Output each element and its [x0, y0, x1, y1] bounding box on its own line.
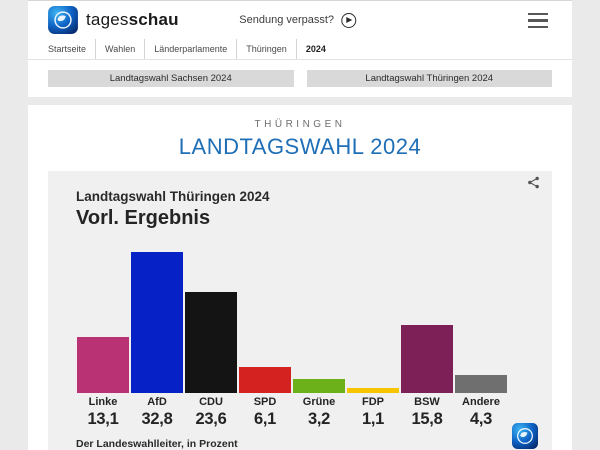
bar-column — [293, 379, 345, 393]
site-header: tagesschau Sendung verpasst? Startseite W… — [28, 0, 572, 97]
chart-subtitle: Vorl. Ergebnis — [76, 207, 211, 229]
tagesschau-globe-icon — [48, 6, 78, 34]
party-label: Linke — [88, 396, 118, 408]
breadcrumb-item[interactable]: 2024 — [295, 39, 335, 59]
sendung-verpasst-link[interactable]: Sendung verpasst? — [239, 12, 357, 28]
bar-chart-category-labels: Linke AfD CDU SPD Grüne FDP BSW Andere — [77, 393, 507, 408]
breadcrumb: Startseite Wahlen Länderparlamente Thüringe… — [28, 39, 572, 60]
play-icon[interactable] — [341, 12, 357, 28]
party-label: AfD — [147, 396, 167, 408]
party-value: 4,3 — [469, 410, 493, 428]
chart-source: Der Landeswahlleiter, in Prozent — [76, 438, 238, 450]
brand-wordmark: tagesschau — [86, 10, 179, 29]
party-value: 13,1 — [87, 410, 119, 428]
bar-column — [185, 291, 237, 393]
bar-bsw — [401, 325, 453, 393]
party-label: SPD — [253, 396, 277, 408]
party-value: 6,1 — [253, 410, 277, 428]
button-landtagswahl-sachsen[interactable]: Landtagswahl Sachsen 2024 — [48, 70, 294, 87]
bar-column — [77, 336, 129, 393]
bar-chart-value-labels: 13,1 32,8 23,6 6,1 3,2 1,1 15,8 4,3 — [77, 408, 507, 429]
share-icon[interactable] — [527, 176, 540, 189]
bar-fdp — [347, 388, 399, 393]
bar-column — [455, 374, 507, 393]
breadcrumb-item[interactable]: Länderparlamente — [144, 39, 236, 59]
party-label: BSW — [414, 396, 440, 408]
hamburger-menu-icon[interactable] — [528, 13, 548, 28]
chart-title: Landtagswahl Thüringen 2024 — [76, 189, 270, 204]
party-label: CDU — [199, 396, 223, 408]
party-label: Andere — [462, 396, 500, 408]
breadcrumb-item[interactable]: Wahlen — [95, 39, 144, 59]
sendung-verpasst-label: Sendung verpasst? — [239, 14, 335, 26]
tagesschau-watermark-icon — [512, 423, 538, 449]
bar-column — [347, 388, 399, 393]
bar-spd — [239, 366, 291, 393]
tagesschau-logo[interactable]: tagesschau — [48, 6, 179, 34]
breadcrumb-item[interactable]: Startseite — [48, 44, 87, 54]
page-title: LANDTAGSWAHL 2024 — [178, 134, 422, 159]
party-value: 23,6 — [195, 410, 227, 428]
bar-cdu — [185, 291, 237, 393]
results-chart-panel: Landtagswahl Thüringen 2024 Vorl. Ergebn… — [48, 171, 552, 450]
breadcrumb-item[interactable]: Thüringen — [236, 39, 296, 59]
party-value: 32,8 — [141, 410, 173, 428]
bar-column — [239, 366, 291, 393]
button-landtagswahl-thueringen[interactable]: Landtagswahl Thüringen 2024 — [306, 70, 552, 87]
bar-grüne — [293, 379, 345, 393]
region-kicker: THÜRINGEN — [254, 119, 346, 130]
party-value: 1,1 — [361, 410, 385, 428]
bar-chart — [77, 243, 507, 393]
election-nav-buttons: Landtagswahl Sachsen 2024 Landtagswahl T… — [28, 60, 572, 97]
bar-column — [131, 251, 183, 393]
bar-linke — [77, 336, 129, 393]
party-label: Grüne — [302, 396, 336, 408]
bar-afd — [131, 251, 183, 393]
bar-andere — [455, 374, 507, 393]
bar-column — [401, 325, 453, 393]
party-value: 15,8 — [411, 410, 443, 428]
party-label: FDP — [362, 396, 384, 408]
section-divider — [28, 97, 572, 105]
party-value: 3,2 — [307, 410, 331, 428]
main-content: THÜRINGEN LANDTAGSWAHL 2024 Landtagswahl… — [28, 105, 572, 450]
